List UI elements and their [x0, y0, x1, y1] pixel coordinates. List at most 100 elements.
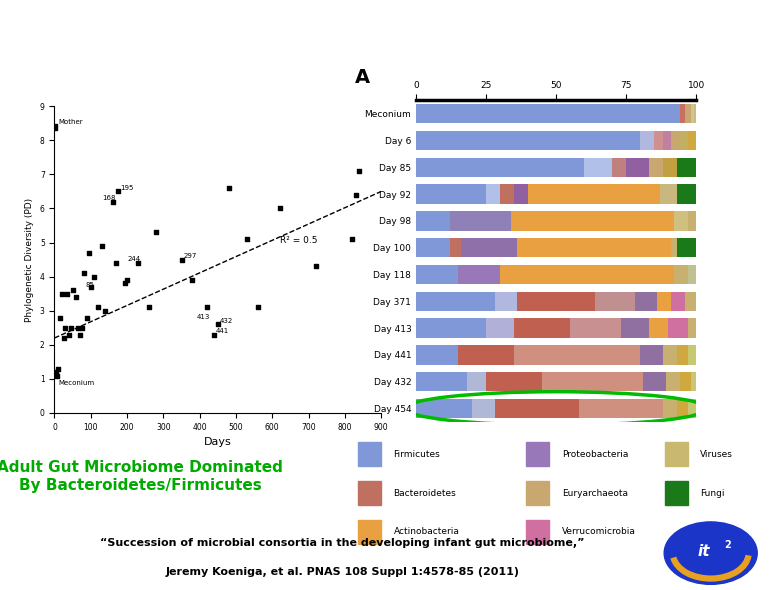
Point	[107, 197, 119, 206]
Bar	[677, 238, 696, 257]
Bar	[514, 345, 640, 365]
Bar	[450, 211, 511, 231]
Point	[96, 241, 108, 251]
Bar	[649, 158, 663, 177]
Point	[310, 262, 322, 271]
Bar	[416, 372, 467, 391]
Text: Mother: Mother	[59, 119, 83, 125]
Bar	[458, 345, 514, 365]
Bar	[495, 399, 579, 418]
Bar	[416, 319, 486, 337]
Bar	[671, 238, 677, 257]
Text: 297: 297	[184, 253, 197, 259]
Bar	[671, 291, 685, 311]
Bar	[663, 158, 677, 177]
Point	[54, 313, 66, 322]
Bar	[657, 291, 671, 311]
Bar	[668, 319, 688, 337]
Bar	[416, 131, 640, 150]
Bar	[621, 319, 649, 337]
Point	[88, 272, 100, 281]
Text: A: A	[355, 68, 370, 87]
Text: “Succession of microbial consortia in the developing infant gut microbiome,”: “Succession of microbial consortia in th…	[100, 538, 584, 548]
Bar	[679, 131, 688, 150]
Text: 85: 85	[86, 282, 94, 288]
Point	[66, 286, 79, 295]
Bar	[526, 520, 549, 543]
Text: Adult Gut Microbiome Dominated
By Bacteroidetes/Firmicutes: Adult Gut Microbiome Dominated By Bacter…	[0, 460, 283, 493]
Bar	[691, 372, 696, 391]
Bar	[486, 372, 542, 391]
Bar	[693, 104, 696, 123]
Bar	[416, 185, 486, 204]
Point	[201, 303, 213, 312]
Bar	[514, 319, 570, 337]
Bar	[570, 319, 621, 337]
Point	[212, 320, 224, 329]
Bar	[671, 131, 679, 150]
Point	[121, 276, 133, 285]
Bar	[416, 291, 495, 311]
Bar	[495, 291, 517, 311]
Bar	[511, 211, 674, 231]
Point	[85, 282, 97, 291]
Bar	[500, 265, 674, 284]
Bar	[467, 372, 486, 391]
Bar	[664, 481, 688, 504]
Point	[142, 303, 155, 312]
Bar	[450, 238, 461, 257]
Text: Jeremy Koeniga, et al. PNAS 108 Suppl 1:4578-85 (2011): Jeremy Koeniga, et al. PNAS 108 Suppl 1:…	[165, 568, 520, 577]
Bar	[458, 265, 500, 284]
Bar	[679, 104, 685, 123]
Bar	[663, 131, 671, 150]
Text: The Infant Gut Microbiome Rapidly
Increases its Diversity After Birth: The Infant Gut Microbiome Rapidly Increa…	[156, 17, 622, 68]
Point	[81, 313, 93, 322]
Bar	[688, 265, 696, 284]
Bar	[486, 319, 514, 337]
Point	[99, 306, 111, 316]
Bar	[664, 442, 688, 466]
Bar	[472, 399, 495, 418]
Text: Meconium: Meconium	[59, 380, 95, 386]
Bar	[677, 345, 688, 365]
Bar	[486, 185, 500, 204]
Bar	[654, 131, 663, 150]
Text: Firmicutes: Firmicutes	[394, 450, 440, 458]
Text: Viruses: Viruses	[700, 450, 733, 458]
Point	[131, 258, 144, 268]
Bar	[688, 399, 696, 418]
Bar	[528, 185, 660, 204]
Point	[240, 234, 253, 244]
Point	[349, 190, 362, 199]
Bar	[674, 211, 688, 231]
Bar	[514, 185, 528, 204]
Bar	[677, 185, 696, 204]
Text: it: it	[698, 544, 710, 559]
Bar	[674, 265, 688, 284]
Bar	[612, 158, 626, 177]
Bar	[416, 238, 450, 257]
Bar	[649, 319, 668, 337]
Point	[63, 330, 75, 339]
Bar	[358, 481, 381, 504]
Bar	[416, 158, 584, 177]
Point	[223, 183, 235, 193]
Point	[251, 303, 264, 312]
Bar	[584, 158, 612, 177]
Text: 244: 244	[128, 256, 141, 263]
Bar	[691, 104, 693, 123]
Point	[59, 323, 72, 333]
Bar	[416, 399, 472, 418]
Bar	[416, 211, 450, 231]
Bar	[416, 345, 458, 365]
Circle shape	[664, 522, 757, 584]
Bar	[640, 345, 663, 365]
Text: Fungi: Fungi	[700, 489, 725, 497]
Bar	[665, 372, 679, 391]
Text: 432: 432	[219, 317, 233, 324]
Point	[61, 289, 73, 299]
Point	[65, 323, 77, 333]
Bar	[461, 238, 517, 257]
Text: R² = 0.5: R² = 0.5	[279, 235, 317, 245]
Bar	[416, 265, 458, 284]
